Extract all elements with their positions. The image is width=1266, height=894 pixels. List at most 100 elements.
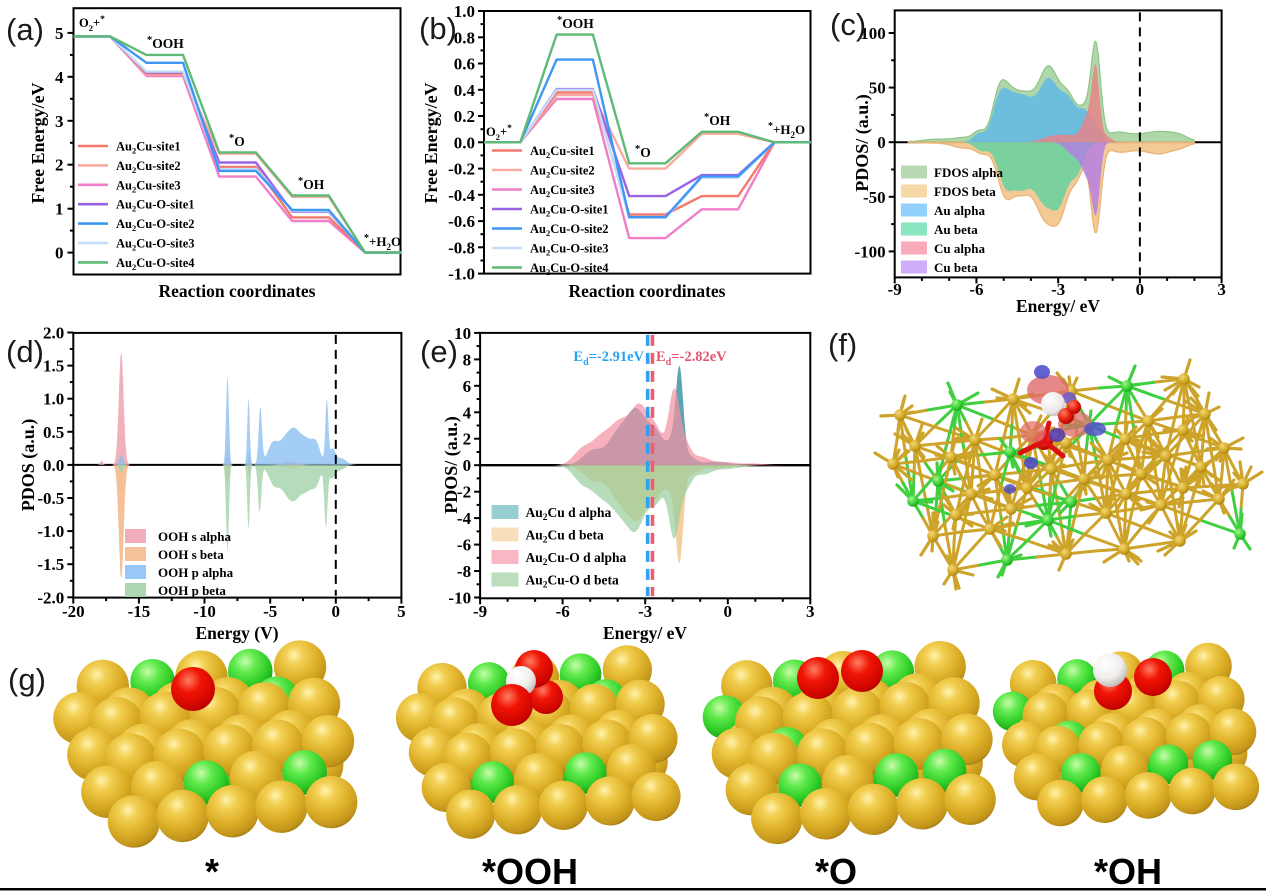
- svg-text:Au2Cu-O d alpha: Au2Cu-O d alpha: [526, 550, 627, 568]
- svg-text:*: *: [205, 851, 219, 892]
- svg-text:OOH p alpha: OOH p alpha: [158, 565, 234, 580]
- svg-text:(e): (e): [420, 334, 458, 369]
- svg-text:3: 3: [55, 112, 64, 131]
- svg-text:1.0: 1.0: [43, 390, 64, 409]
- svg-text:PDOS/ (a.u.): PDOS/ (a.u.): [441, 416, 462, 514]
- svg-text:0: 0: [877, 133, 886, 152]
- svg-text:PDOS (a.u.): PDOS (a.u.): [18, 419, 39, 512]
- svg-text:(g): (g): [8, 662, 46, 697]
- svg-text:Au2Cu d alpha: Au2Cu d alpha: [526, 505, 612, 523]
- svg-text:Reaction coordinates: Reaction coordinates: [569, 281, 726, 301]
- svg-text:OOH p beta: OOH p beta: [158, 583, 226, 598]
- svg-text:Au2Cu-site2: Au2Cu-site2: [530, 164, 595, 180]
- svg-text:*OOH: *OOH: [482, 851, 578, 892]
- svg-text:OOH s beta: OOH s beta: [158, 547, 224, 562]
- svg-text:-100: -100: [855, 242, 886, 261]
- svg-text:Au2Cu-O d beta: Au2Cu-O d beta: [526, 573, 620, 591]
- svg-text:Au2Cu-O-site4: Au2Cu-O-site4: [530, 261, 609, 277]
- svg-text:*+H2O: *+H2O: [364, 233, 401, 252]
- svg-text:1: 1: [55, 200, 64, 219]
- svg-text:2: 2: [55, 156, 64, 175]
- svg-text:*+H2O: *+H2O: [768, 121, 805, 140]
- svg-text:0: 0: [724, 602, 733, 621]
- svg-text:Au2Cu-site1: Au2Cu-site1: [530, 144, 595, 160]
- svg-text:0: 0: [332, 602, 341, 621]
- svg-text:-0.6: -0.6: [448, 212, 475, 231]
- svg-text:Au2Cu-site2: Au2Cu-site2: [116, 159, 181, 175]
- svg-text:O2+*: O2+*: [79, 15, 105, 33]
- svg-text:-9: -9: [473, 602, 487, 621]
- svg-text:0.6: 0.6: [454, 55, 475, 74]
- svg-text:Energy/ eV: Energy/ eV: [603, 623, 687, 643]
- svg-text:0.0: 0.0: [454, 133, 475, 152]
- svg-text:-6: -6: [457, 536, 471, 555]
- svg-text:Au2Cu-site1: Au2Cu-site1: [116, 140, 181, 156]
- svg-text:OOH s alpha: OOH s alpha: [158, 529, 231, 544]
- svg-text:Cu alpha: Cu alpha: [934, 241, 985, 256]
- svg-text:0.5: 0.5: [43, 423, 64, 442]
- svg-text:Au2Cu-O-site3: Au2Cu-O-site3: [116, 237, 195, 253]
- svg-text:2.0: 2.0: [43, 324, 64, 343]
- svg-text:2: 2: [463, 430, 472, 449]
- svg-text:6: 6: [463, 377, 472, 396]
- svg-text:-3: -3: [1051, 280, 1065, 299]
- svg-text:-8: -8: [457, 562, 471, 581]
- svg-text:-3: -3: [638, 602, 652, 621]
- svg-text:Energy/ eV: Energy/ eV: [1016, 296, 1100, 316]
- svg-text:Au2Cu-O-site1: Au2Cu-O-site1: [116, 198, 195, 214]
- svg-text:Free Energy/eV: Free Energy/eV: [421, 82, 441, 203]
- svg-text:-0.8: -0.8: [448, 238, 475, 257]
- svg-text:-15: -15: [128, 602, 151, 621]
- svg-text:*OOH: *OOH: [147, 35, 184, 51]
- svg-text:5: 5: [55, 24, 64, 43]
- svg-text:Ed=-2.82eV: Ed=-2.82eV: [656, 349, 727, 368]
- svg-text:0: 0: [1136, 280, 1145, 299]
- svg-text:Au2Cu-O-site4: Au2Cu-O-site4: [116, 256, 195, 272]
- svg-text:*O: *O: [635, 144, 651, 160]
- svg-text:-6: -6: [969, 280, 983, 299]
- svg-text:10: 10: [454, 324, 471, 343]
- svg-text:(d): (d): [6, 334, 44, 369]
- svg-text:(a): (a): [6, 12, 44, 47]
- svg-text:1.5: 1.5: [43, 357, 64, 376]
- svg-text:-5: -5: [263, 602, 277, 621]
- svg-text:-1.5: -1.5: [37, 555, 64, 574]
- svg-text:Au alpha: Au alpha: [934, 203, 985, 218]
- svg-text:Cu beta: Cu beta: [934, 260, 978, 275]
- svg-text:4: 4: [55, 68, 64, 87]
- svg-text:-1.0: -1.0: [448, 265, 475, 284]
- svg-text:0.2: 0.2: [454, 107, 475, 126]
- svg-text:0: 0: [55, 244, 64, 263]
- svg-text:3: 3: [1217, 280, 1226, 299]
- svg-text:-1.0: -1.0: [37, 522, 64, 541]
- svg-text:Ed=-2.91eV: Ed=-2.91eV: [573, 349, 644, 368]
- svg-text:PDOS/ (a.u.): PDOS/ (a.u.): [852, 94, 873, 192]
- svg-text:0: 0: [463, 456, 472, 475]
- svg-text:-2: -2: [457, 483, 471, 502]
- svg-text:0.8: 0.8: [454, 28, 475, 47]
- svg-text:8: 8: [463, 350, 472, 369]
- svg-text:-0.2: -0.2: [448, 160, 475, 179]
- svg-text:(b): (b): [419, 11, 457, 46]
- svg-text:Au2Cu-O-site2: Au2Cu-O-site2: [116, 217, 195, 233]
- svg-text:O2+*: O2+*: [486, 124, 512, 142]
- svg-text:0.4: 0.4: [454, 81, 476, 100]
- svg-text:-10: -10: [448, 589, 471, 608]
- svg-text:*OH: *OH: [1094, 851, 1162, 892]
- svg-text:*O: *O: [815, 851, 857, 892]
- svg-text:Au2Cu-O-site3: Au2Cu-O-site3: [530, 242, 609, 258]
- svg-text:*OH: *OH: [704, 112, 731, 128]
- svg-text:Free Energy/eV: Free Energy/eV: [28, 82, 48, 203]
- svg-text:-0.4: -0.4: [448, 186, 475, 205]
- svg-text:-0.5: -0.5: [37, 489, 64, 508]
- svg-text:Au beta: Au beta: [934, 222, 978, 237]
- svg-text:Au2Cu d beta: Au2Cu d beta: [526, 528, 605, 546]
- svg-text:1.0: 1.0: [454, 2, 475, 21]
- svg-text:FDOS beta: FDOS beta: [934, 184, 996, 199]
- svg-text:FDOS alpha: FDOS alpha: [934, 165, 1003, 180]
- svg-text:Au2Cu-site3: Au2Cu-site3: [116, 178, 181, 194]
- svg-text:Au2Cu-O-site1: Au2Cu-O-site1: [530, 203, 609, 219]
- svg-text:4: 4: [463, 403, 472, 422]
- svg-text:(f): (f): [828, 327, 857, 362]
- svg-text:0.0: 0.0: [43, 456, 64, 475]
